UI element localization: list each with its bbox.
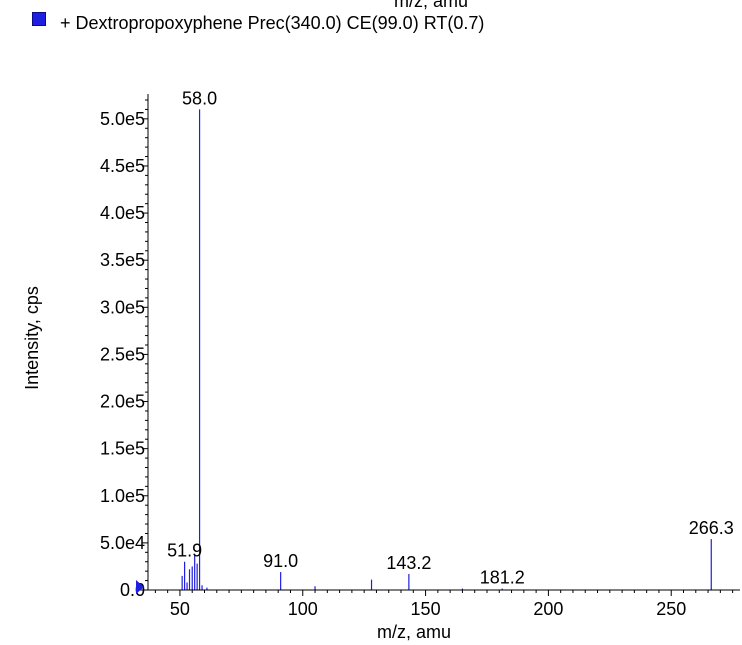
- y-tick-label: 3.0e5: [100, 297, 145, 317]
- x-tick-label: 100: [288, 599, 318, 619]
- y-tick-label: 4.0e5: [100, 203, 145, 223]
- x-tick-label: 50: [170, 599, 190, 619]
- x-axis-ticks: 50 100 150 200 250: [154, 590, 734, 619]
- legend: + Dextropropoxyphene Prec(340.0) CE(99.0…: [32, 10, 484, 36]
- y-axis-ticks: 0.05.0e41.0e51.5e52.0e52.5e53.0e53.5e54.…: [100, 99, 148, 600]
- y-tick-label: 1.0e5: [100, 486, 145, 506]
- peak-label: 58.0: [182, 88, 217, 108]
- y-axis-label: Intensity, cps: [22, 286, 42, 390]
- y-tick-label: 2.0e5: [100, 392, 145, 412]
- x-tick-label: 150: [411, 599, 441, 619]
- peak-label: 143.2: [386, 553, 431, 573]
- peak-label: 51.9: [167, 541, 202, 561]
- y-tick-label: 4.5e5: [100, 156, 145, 176]
- x-tick-label: 200: [533, 599, 563, 619]
- y-tick-label: 3.5e5: [100, 250, 145, 270]
- spectrum-peaks: [181, 109, 712, 590]
- origin-marker[interactable]: [136, 580, 144, 594]
- y-tick-label: 1.5e5: [100, 439, 145, 459]
- y-tick-label: 5.0e5: [100, 109, 145, 129]
- peak-label: 181.2: [480, 568, 525, 588]
- x-axis-label: m/z, amu: [377, 622, 451, 642]
- cutoff-axis-title: m/z, amu: [393, 0, 468, 11]
- legend-marker: [32, 12, 46, 26]
- y-tick-label: 2.5e5: [100, 344, 145, 364]
- y-tick-label: 5.0e4: [100, 533, 145, 553]
- legend-label: + Dextropropoxyphene Prec(340.0) CE(99.0…: [60, 12, 485, 33]
- peak-labels: 58.0 51.9 91.0 143.2 181.2 266.3: [167, 88, 734, 587]
- peak-label: 266.3: [689, 518, 734, 538]
- peak-label: 91.0: [263, 551, 298, 571]
- x-tick-label: 250: [656, 599, 686, 619]
